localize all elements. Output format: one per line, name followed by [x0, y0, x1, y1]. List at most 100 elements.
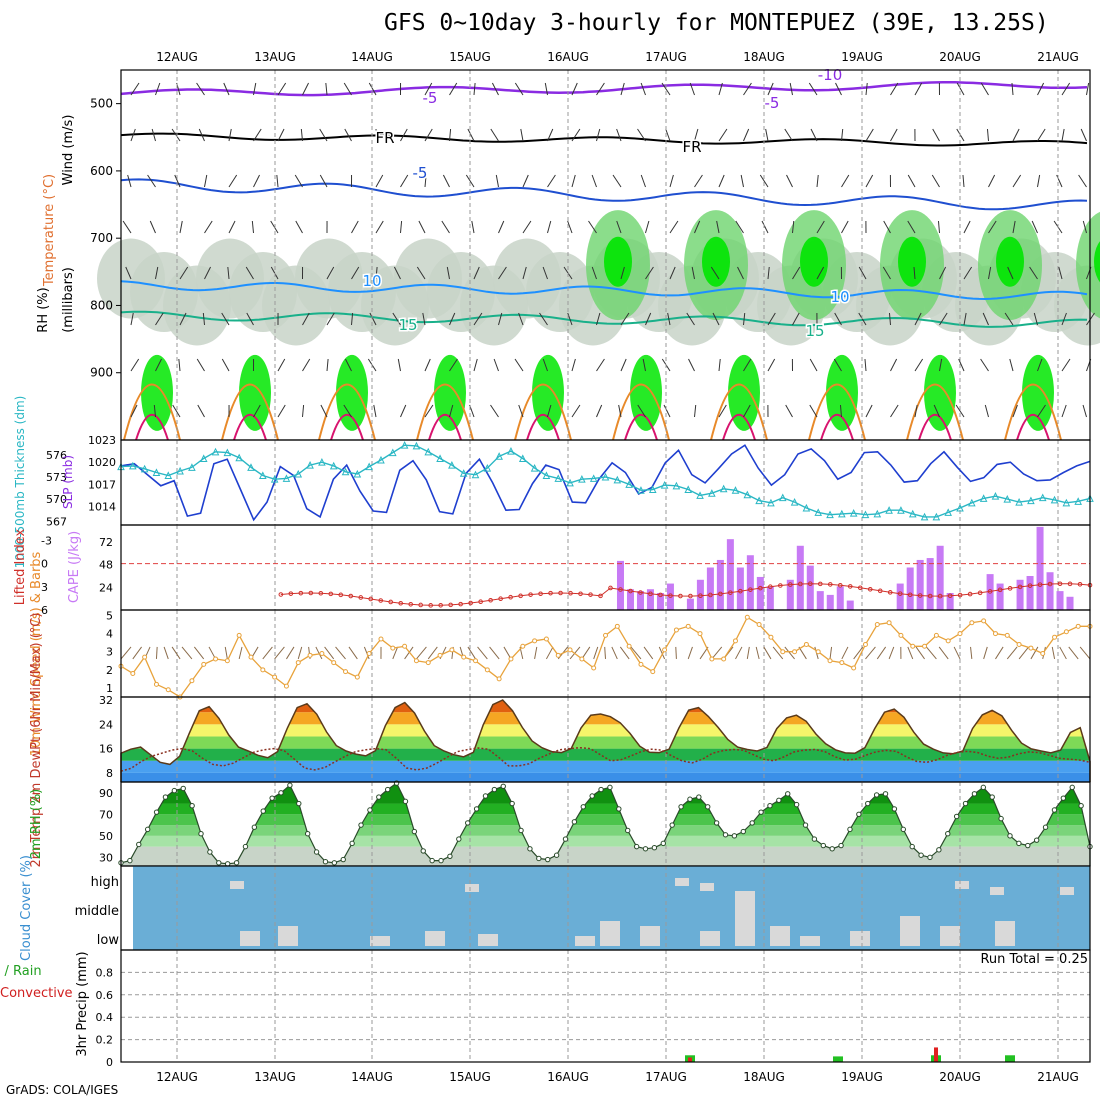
- cape-bar: [696, 579, 704, 610]
- wind-barb: [498, 266, 507, 280]
- thickness-point: [908, 509, 917, 518]
- ylabel-precip: 3hr Precip (mm): [75, 951, 90, 1056]
- wind-barb: [545, 646, 554, 660]
- wind-barb: [174, 174, 181, 188]
- wind-speed-point: [933, 632, 939, 638]
- wind-barb: [735, 220, 744, 234]
- y-tick-label: 50: [99, 830, 113, 843]
- rh-point: [882, 791, 889, 797]
- y-tick-label: 700: [90, 231, 113, 245]
- wind-barb: [286, 646, 295, 660]
- y-tick-label: 32: [99, 694, 113, 707]
- temp-contour-10: [120, 280, 1088, 301]
- wind-barb: [932, 128, 940, 142]
- wind-barb: [491, 82, 499, 96]
- wind-barb: [955, 404, 965, 418]
- thickness-point: [282, 474, 291, 482]
- cloud-low: [575, 936, 595, 946]
- wind-speed-point: [591, 665, 597, 671]
- wind-barb: [669, 220, 679, 234]
- wind-speed-point: [709, 656, 715, 662]
- contour-label: -5: [765, 94, 780, 112]
- wind-barb: [604, 646, 606, 659]
- thickness-point: [920, 512, 929, 521]
- wind-barb: [498, 312, 503, 326]
- cape-bar: [1056, 591, 1064, 610]
- wind-barb: [416, 646, 427, 660]
- wind-barb: [963, 312, 967, 326]
- wind-speed-point: [874, 622, 880, 627]
- rh-point: [438, 857, 444, 864]
- wind-barb: [767, 312, 776, 326]
- wind-barb: [490, 128, 499, 142]
- wind-barb: [688, 358, 695, 372]
- thickness-point: [637, 486, 645, 494]
- wind-barb: [449, 82, 458, 96]
- ylabel-wind: Wind (m/s): [61, 115, 76, 186]
- wind-barb: [1029, 266, 1038, 280]
- wind-barb: [471, 220, 475, 234]
- wind-barb: [596, 404, 603, 418]
- wind-barb: [718, 404, 727, 418]
- wind-barb: [953, 646, 961, 660]
- cloud-low: [240, 931, 260, 946]
- wind-barb: [294, 174, 303, 188]
- y-tick-label: 0.4: [96, 1011, 114, 1024]
- rh-point: [447, 853, 453, 860]
- wind-barb: [522, 220, 532, 234]
- wind-speed-point: [366, 651, 372, 656]
- wind-speed-point: [165, 687, 171, 693]
- wind-barb: [841, 174, 850, 188]
- wind-barb: [792, 312, 800, 326]
- y-tick-label: 0.2: [96, 1034, 114, 1047]
- cape-tick-label: 72: [99, 536, 113, 549]
- rh-point: [731, 833, 738, 839]
- rh-point: [1078, 802, 1084, 809]
- y-tick-label: 500: [90, 97, 113, 111]
- ylabel-thickness: 1000-500mb Thickness (dm): [13, 396, 27, 569]
- wind-barb: [547, 404, 552, 418]
- wind-barb: [913, 266, 916, 280]
- wind-barb: [498, 220, 505, 234]
- wind-speed-point: [473, 658, 479, 664]
- cloud-low: [278, 926, 298, 946]
- date-label-top: 20AUG: [939, 50, 981, 64]
- wind-barb: [571, 128, 581, 142]
- wind-barb: [767, 82, 774, 96]
- cape-bar: [926, 558, 934, 610]
- wind-speed-point: [508, 656, 514, 662]
- wind-barb: [637, 128, 646, 142]
- thickness-point: [459, 469, 468, 477]
- contour-label: 15: [398, 316, 417, 334]
- precip-total-bar: [1005, 1055, 1015, 1062]
- wind-barb: [253, 128, 262, 142]
- y-tick-label: 5: [106, 609, 113, 622]
- wind-barb: [789, 82, 793, 96]
- wind-barb: [465, 174, 475, 188]
- rh-shade: [1022, 354, 1054, 431]
- thickness-point: [1015, 497, 1023, 506]
- thickness-point: [885, 506, 893, 514]
- rh-shade: [532, 354, 564, 431]
- wind-barb: [325, 82, 328, 96]
- ylabel-wind10m: 10m Wind Speed (m/s) & Barbs: [29, 551, 44, 756]
- y-tick-label: 600: [90, 164, 113, 178]
- rh-point: [1060, 795, 1067, 801]
- wind-barb: [179, 266, 189, 280]
- temp-contour-20: [1004, 383, 1062, 441]
- cloud-low: [640, 926, 660, 946]
- li-tick-label: 3: [41, 581, 48, 594]
- wind-barb: [520, 128, 524, 142]
- temp-contour-25: [135, 413, 169, 441]
- wind-barb: [907, 646, 914, 660]
- wind-barb: [351, 266, 360, 280]
- wind-barb: [914, 82, 923, 96]
- wind-barb: [596, 358, 605, 372]
- wind-barb: [907, 174, 916, 188]
- rh-point: [847, 826, 853, 833]
- cape-bar: [636, 591, 644, 610]
- rh-point: [287, 782, 293, 788]
- thickness-point: [968, 498, 976, 507]
- wind-barb: [926, 646, 937, 660]
- wind-barb: [986, 128, 989, 142]
